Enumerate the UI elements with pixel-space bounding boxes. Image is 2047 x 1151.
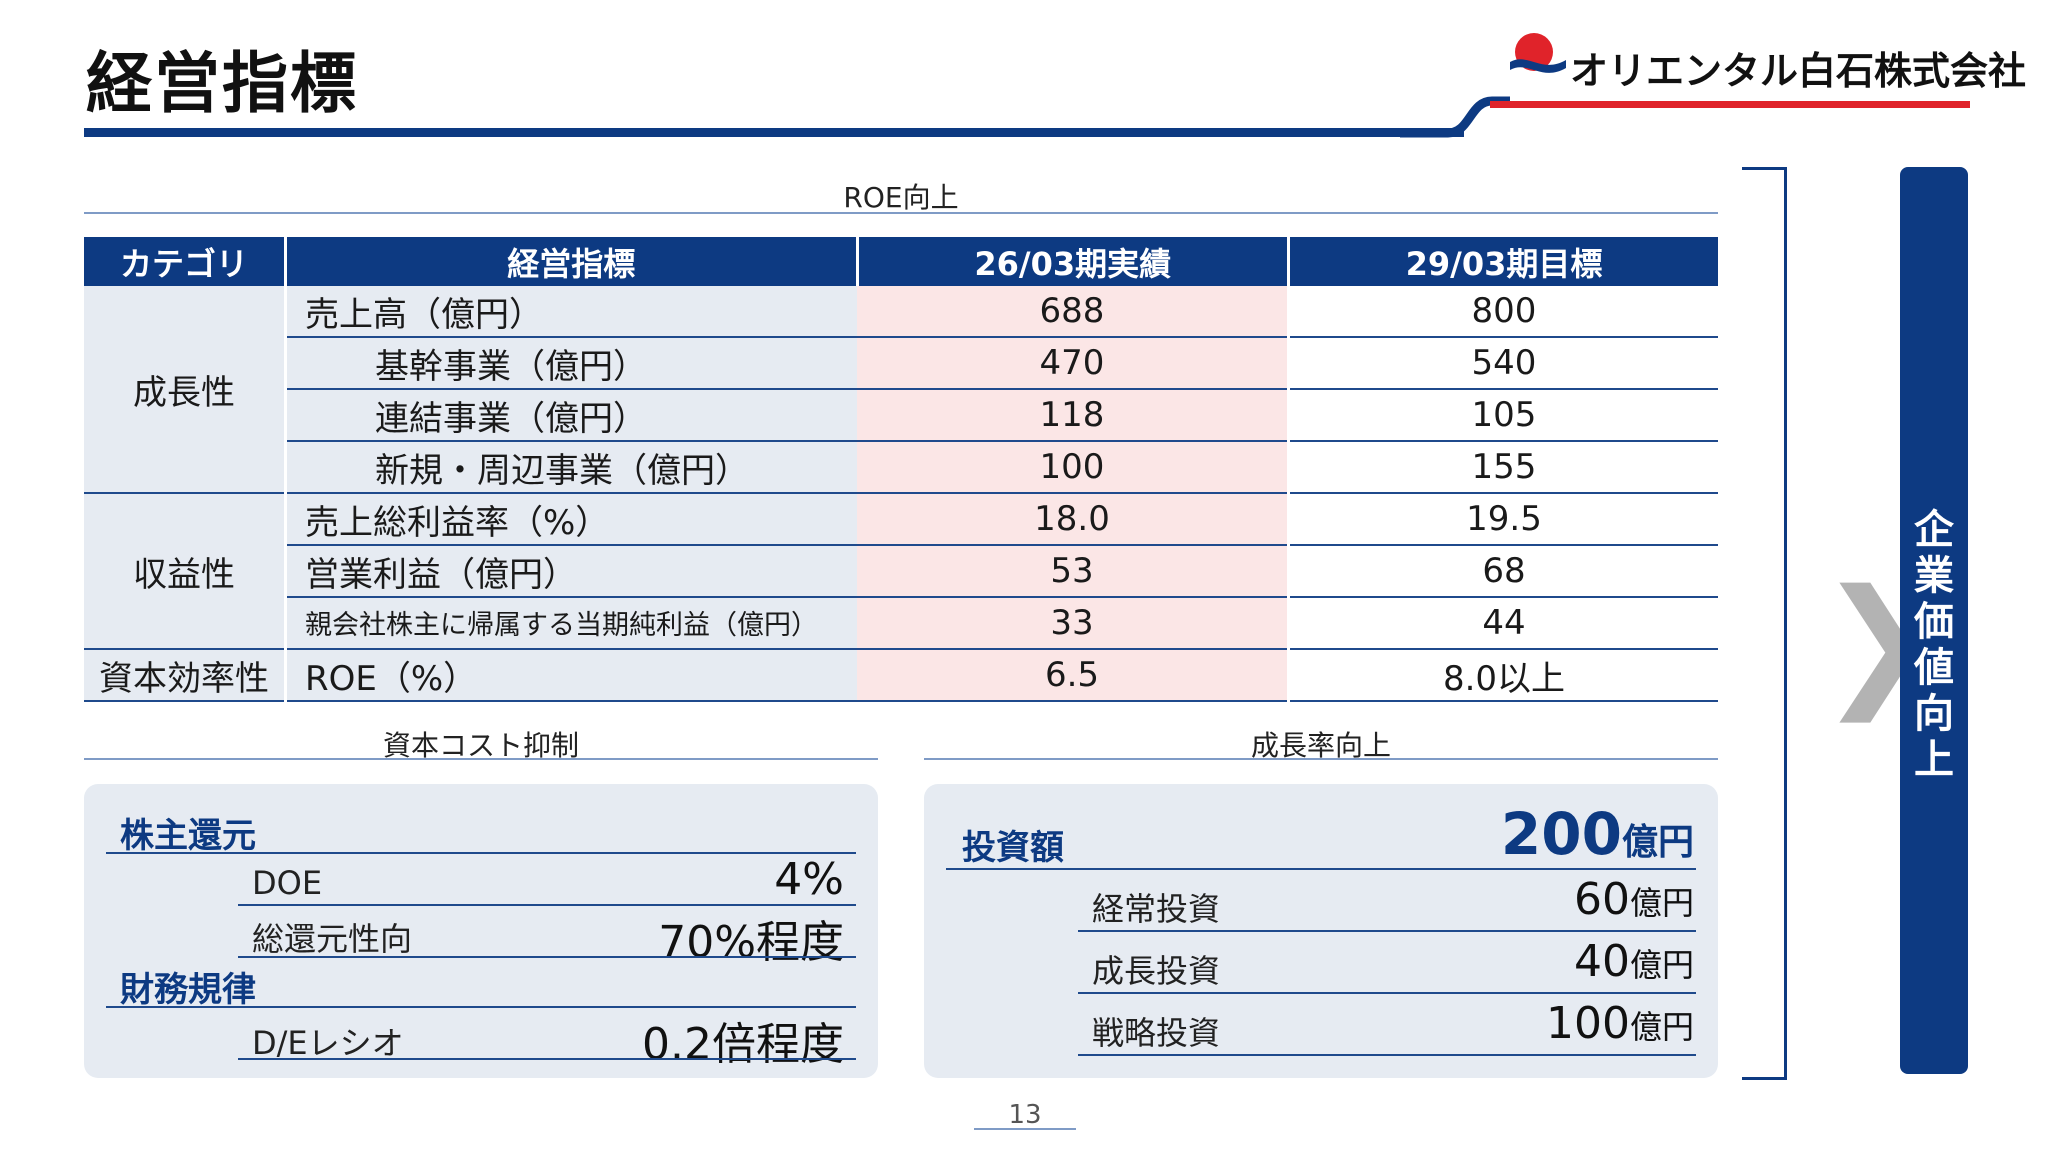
indicator-label: 基幹事業（億円） — [375, 346, 647, 387]
target-value: 540 — [1288, 337, 1718, 390]
actual-value: 688 — [857, 286, 1290, 338]
actual-value: 470 — [857, 337, 1290, 390]
capital-cost-caption: 資本コスト抑制 — [382, 729, 579, 762]
row-divider — [238, 956, 856, 958]
indicator-label: 営業利益（億円） — [305, 554, 577, 595]
de-ratio-label: D/Eレシオ — [252, 1024, 404, 1062]
capital-cost-panel: 株主還元 DOE 4% 総還元性向 70%程度 財務規律 D/Eレシオ 0.2倍… — [84, 784, 878, 1078]
investment-heading: 投資額 — [962, 828, 1064, 868]
indicator-label: ROE（%） — [305, 658, 478, 699]
header-rule — [84, 128, 1464, 137]
target-value: 105 — [1288, 389, 1718, 442]
page-number: 13 — [1008, 1100, 1042, 1130]
target-value: 800 — [1288, 286, 1718, 338]
indicator-label: 連結事業（億円） — [375, 398, 647, 439]
actual-value: 18.0 — [857, 493, 1290, 546]
indicator-label: 親会社株主に帰属する当期純利益（億円） — [305, 610, 818, 641]
category-profitability: 収益性 — [84, 493, 287, 650]
table-header-row: カテゴリ 経営指標 26/03期実績 29/03期目標 — [84, 237, 1718, 286]
investment-item-label: 戦略投資 — [1092, 1014, 1221, 1052]
category-growth: 成長性 — [84, 286, 287, 494]
investment-total: 200億円 — [1394, 800, 1694, 868]
payout-ratio-value: 70%程度 — [658, 917, 844, 968]
growth-caption: 成長率向上 — [1250, 729, 1391, 762]
payout-ratio-label: 総還元性向 — [252, 920, 413, 958]
table-row: 親会社株主に帰属する当期純利益（億円） 33 44 — [84, 597, 1718, 650]
page-title: 経営指標 — [86, 45, 358, 122]
capital-cost-caption-line — [84, 758, 878, 760]
header-red-rule — [1490, 101, 1970, 108]
table-row: 基幹事業（億円） 470 540 — [84, 337, 1718, 390]
actual-value: 118 — [857, 389, 1290, 442]
target-value: 19.5 — [1288, 493, 1718, 546]
growth-caption-line — [924, 758, 1718, 760]
corporate-value-label: 企業価値向上 — [1914, 507, 1954, 783]
indicator-label: 売上総利益率（%） — [305, 502, 610, 543]
target-value: 44 — [1288, 597, 1718, 650]
growth-panel: 投資額 200億円 経常投資 60億円 成長投資 40億円 戦略投資 100億円 — [924, 784, 1718, 1078]
doe-label: DOE — [252, 864, 323, 902]
actual-value: 100 — [857, 441, 1290, 494]
target-value: 8.0以上 — [1288, 649, 1718, 702]
actual-value: 6.5 — [857, 649, 1290, 702]
table-row: 新規・周辺事業（億円） 100 155 — [84, 441, 1718, 494]
row-divider — [946, 868, 1696, 870]
header-category: カテゴリ — [84, 237, 287, 286]
investment-total-unit: 億円 — [1621, 822, 1694, 863]
page-number-line — [974, 1128, 1076, 1130]
table-row: 連結事業（億円） 118 105 — [84, 389, 1718, 442]
category-capital-efficiency: 資本効率性 — [84, 649, 287, 702]
financial-discipline-heading: 財務規律 — [120, 970, 256, 1010]
table-row: 成長性 売上高（億円） 688 800 — [84, 286, 1718, 494]
shareholder-return-heading: 株主還元 — [120, 816, 256, 856]
investment-total-value: 200 — [1500, 800, 1622, 868]
row-divider — [106, 1006, 856, 1008]
roe-caption: ROE向上 — [843, 181, 959, 214]
row-divider — [1078, 930, 1696, 932]
investment-item-value: 40億円 — [1573, 936, 1694, 987]
table-row: 収益性 売上総利益率（%） 18.0 19.5 — [84, 493, 1718, 650]
row-divider — [1078, 992, 1696, 994]
target-value: 155 — [1288, 441, 1718, 494]
table-row: 資本効率性 ROE（%） 6.5 8.0以上 — [84, 649, 1718, 702]
table-row: 営業利益（億円） 53 68 — [84, 545, 1718, 598]
indicator-label: 新規・周辺事業（億円） — [375, 450, 749, 491]
row-divider — [106, 852, 856, 854]
investment-item-value: 60億円 — [1573, 874, 1694, 925]
kpi-table: カテゴリ 経営指標 26/03期実績 29/03期目標 成長性 売上高（億円） … — [84, 237, 1718, 702]
doe-value: 4% — [774, 854, 844, 905]
row-divider — [238, 904, 856, 906]
investment-item-value: 100億円 — [1546, 998, 1694, 1049]
row-divider — [1078, 1054, 1696, 1056]
indicator-label: 売上高（億円） — [305, 294, 543, 335]
company-name: オリエンタル白石株式会社 — [1570, 49, 2027, 93]
roe-caption-line — [84, 212, 1718, 214]
actual-value: 53 — [857, 545, 1290, 598]
company-logo-mark — [1510, 33, 1566, 73]
actual-value: 33 — [857, 597, 1290, 650]
investment-item-label: 成長投資 — [1092, 952, 1221, 990]
row-divider — [238, 1058, 856, 1060]
header-indicator: 経営指標 — [285, 237, 859, 286]
corporate-value-bar: 企業価値向上 — [1900, 167, 1968, 1074]
header-actual: 26/03期実績 — [857, 237, 1290, 286]
investment-item-label: 経常投資 — [1092, 890, 1221, 928]
de-ratio-value: 0.2倍程度 — [642, 1019, 844, 1070]
header-target: 29/03期目標 — [1288, 237, 1718, 286]
target-value: 68 — [1288, 545, 1718, 598]
section-bracket — [1742, 167, 1787, 1080]
